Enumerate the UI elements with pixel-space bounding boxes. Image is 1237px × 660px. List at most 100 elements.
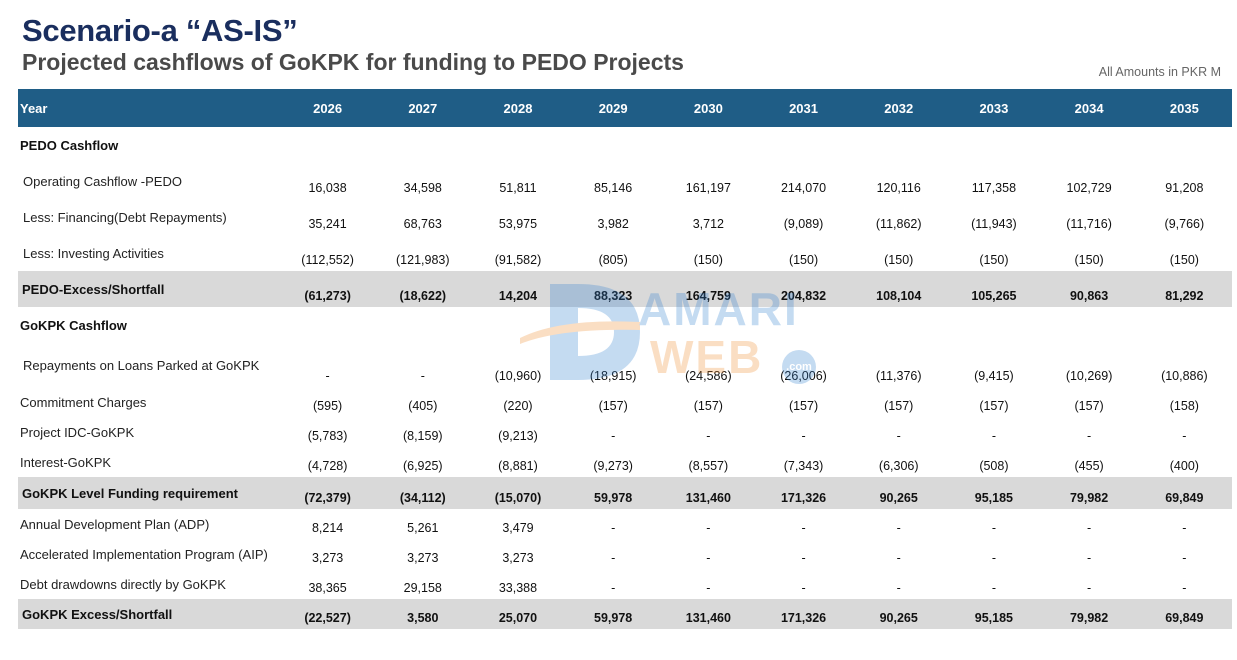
cell-value (470, 307, 565, 343)
cell-value: (220) (503, 399, 533, 413)
row-label: Interest-GoKPK (20, 454, 112, 470)
cell-value: (157) (979, 399, 1009, 413)
year-column-header: 2033 (946, 89, 1042, 127)
cell-value: 3,982 (597, 217, 629, 231)
cell-value (851, 307, 946, 343)
year-column-header: 2028 (470, 89, 566, 127)
cell-value: (400) (1169, 459, 1199, 473)
subtotal-row: PEDO-Excess/Shortfall (61,273) (18,622) 14,… (18, 271, 1232, 307)
cell-value: 29,158 (403, 581, 442, 595)
table-row: Accelerated Implementation Program (AIP)… (18, 539, 1232, 569)
cell-value: (11,716) (1066, 217, 1112, 231)
cell-value (1137, 307, 1232, 343)
cell-value: (10,886) (1161, 369, 1208, 383)
cell-value: - (1182, 521, 1187, 535)
cell-value: (405) (408, 399, 438, 413)
table-row: Less: Investing Activities (112,552) (121,… (18, 235, 1232, 271)
cell-value: 88,323 (565, 271, 661, 307)
cell-value: 3,273 (502, 551, 534, 565)
cell-value: (150) (1074, 253, 1104, 267)
cell-value: (4,728) (307, 459, 348, 473)
cell-value: 69,849 (1136, 477, 1232, 509)
cell-value (851, 127, 946, 163)
row-label: Annual Development Plan (ADP) (20, 516, 210, 532)
row-label: Accelerated Implementation Program (AIP) (20, 546, 268, 562)
cell-value: 108,104 (851, 271, 947, 307)
row-label: GoKPK Cashflow (20, 317, 127, 333)
cell-value: 3,273 (311, 551, 344, 565)
cell-value: (9,766) (1164, 217, 1205, 231)
cell-value: - (611, 429, 616, 443)
cell-value: - (611, 521, 616, 535)
cell-value: - (801, 521, 806, 535)
row-label: PEDO Cashflow (20, 137, 119, 153)
cell-value: (157) (1074, 399, 1104, 413)
cell-value: (121,983) (396, 253, 450, 267)
cell-value: (9,415) (974, 369, 1014, 383)
year-column-header: 2034 (1041, 89, 1137, 127)
cell-value: 53,975 (498, 217, 538, 231)
cell-value: (595) (313, 399, 343, 413)
cell-value: (508) (979, 459, 1009, 473)
cell-value: (11,376) (875, 369, 922, 383)
cell-value (756, 127, 851, 163)
table-row: Repayments on Loans Parked at GoKPK - - (10… (18, 343, 1232, 387)
cell-value: 81,292 (1136, 271, 1232, 307)
cell-value: (11,943) (971, 217, 1017, 231)
cell-value: (157) (693, 399, 723, 413)
cell-value: - (1087, 581, 1092, 595)
cell-value: 35,241 (308, 217, 347, 231)
cell-value: 5,261 (407, 521, 439, 535)
cell-value: - (991, 581, 996, 595)
row-label: Project IDC-GoKPK (20, 424, 135, 440)
cell-value: 79,982 (1041, 599, 1137, 629)
cell-value: 164,759 (660, 271, 756, 307)
cell-value: - (706, 429, 711, 443)
cell-value: - (706, 521, 711, 535)
cell-value: - (1087, 551, 1092, 565)
cell-value: (18,622) (375, 271, 471, 307)
cell-value: - (991, 521, 996, 535)
cell-value: 59,978 (565, 477, 661, 509)
cell-value: (150) (884, 253, 914, 267)
cell-value: - (801, 581, 806, 595)
cell-value: 161,197 (685, 181, 731, 195)
cell-value: (8,557) (688, 459, 729, 473)
cell-value (756, 307, 851, 343)
page-title: Scenario-a “AS-IS” (22, 13, 298, 48)
cell-value (1137, 127, 1232, 163)
cell-value: (34,112) (375, 477, 471, 509)
table-row: Project IDC-GoKPK (5,783) (8,159) (9,213) - -… (18, 417, 1232, 447)
cell-value: 68,763 (403, 217, 442, 231)
cell-value: (10,269) (1065, 369, 1113, 383)
cell-value (566, 127, 661, 163)
cell-value: (7,343) (783, 459, 824, 473)
cell-value: (8,881) (498, 459, 538, 473)
subtotal-row: GoKPK Excess/Shortfall (22,527) 3,580 25,07… (18, 599, 1232, 629)
cell-value: (10,960) (494, 369, 542, 383)
section-row: PEDO Cashflow (18, 127, 1232, 163)
cell-value: (8,159) (402, 429, 443, 443)
year-column-header: 2032 (851, 89, 947, 127)
cell-value: - (420, 369, 425, 383)
subtotal-row: GoKPK Level Funding requirement (72,379)(… (18, 477, 1232, 509)
cell-value: 8,214 (311, 521, 344, 535)
cell-value (280, 127, 375, 163)
cell-value: - (325, 369, 330, 383)
cell-value (946, 127, 1041, 163)
cell-value: 95,185 (946, 599, 1042, 629)
cell-value: - (1182, 429, 1187, 443)
units-note: All Amounts in PKR M (1098, 65, 1221, 79)
table-row: Less: Financing(Debt Repayments) 35,241 68… (18, 199, 1232, 235)
cell-value: 90,863 (1041, 271, 1137, 307)
cell-value: 171,326 (755, 477, 852, 509)
cell-value: - (1087, 521, 1092, 535)
cell-value: 51,811 (499, 181, 537, 195)
cell-value: 117,358 (971, 181, 1017, 195)
cell-value (1042, 307, 1137, 343)
year-header: Year (18, 89, 280, 127)
cell-value: 38,365 (308, 581, 347, 595)
cell-value: - (1087, 429, 1092, 443)
row-label: Less: Financing(Debt Repayments) (23, 209, 227, 225)
cell-value (470, 127, 565, 163)
